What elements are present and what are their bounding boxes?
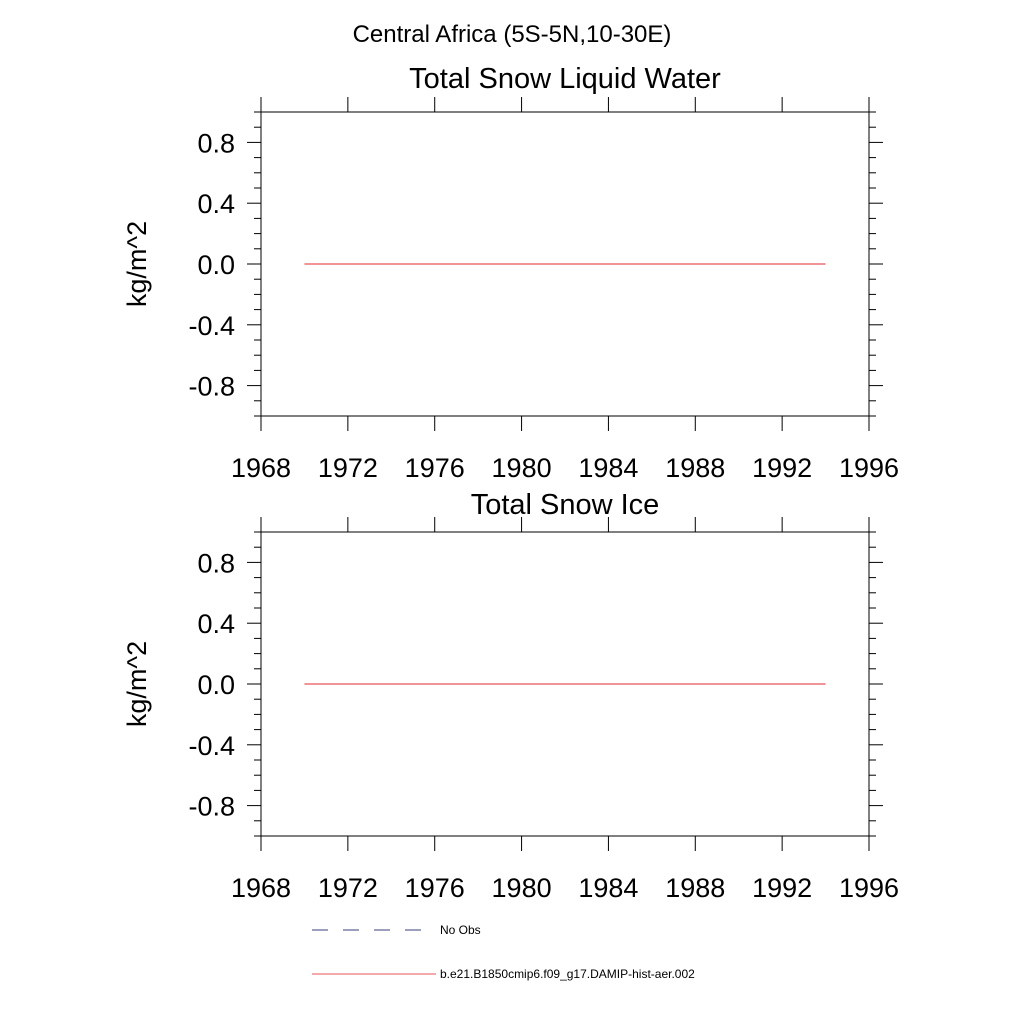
x-tick-label: 1984 <box>578 453 638 483</box>
y-tick-label: 0.0 <box>197 250 235 280</box>
x-tick-label: 1980 <box>492 453 552 483</box>
x-tick-label: 1992 <box>752 453 812 483</box>
y-axis-label: kg/m^2 <box>122 221 152 307</box>
panel-snow-liquid-water: Total Snow Liquid Water kg/m^2 1968 1972 1… <box>122 63 899 483</box>
y-tick-label: 0.4 <box>197 609 235 639</box>
y-tick-label: 0.0 <box>197 670 235 700</box>
panel-title: Total Snow Liquid Water <box>409 63 721 95</box>
y-tick-label: -0.4 <box>188 311 235 341</box>
y-tick-label: -0.8 <box>188 372 235 402</box>
legend-label-model: b.e21.B1850cmip6.f09_g17.DAMIP-hist-aer.… <box>440 967 695 981</box>
y-tick-label: -0.4 <box>188 731 235 761</box>
figure-title: Central Africa (5S-5N,10-30E) <box>353 21 672 48</box>
x-tick-label: 1996 <box>839 873 899 903</box>
x-tick-label: 1996 <box>839 453 899 483</box>
y-tick-label: 0.8 <box>197 128 235 158</box>
y-tick-label: 0.8 <box>197 548 235 578</box>
legend: No Obs b.e21.B1850cmip6.f09_g17.DAMIP-hi… <box>312 923 695 981</box>
legend-label-no-obs: No Obs <box>440 923 481 937</box>
panel-snow-ice: Total Snow Ice kg/m^2 1968 1972 1976 1980 19… <box>122 489 899 903</box>
x-tick-label: 1992 <box>752 873 812 903</box>
x-tick-label: 1988 <box>665 873 725 903</box>
x-tick-label: 1972 <box>318 873 378 903</box>
x-tick-label: 1980 <box>492 873 552 903</box>
x-tick-label: 1988 <box>665 453 725 483</box>
x-tick-label: 1976 <box>405 873 465 903</box>
panel-title: Total Snow Ice <box>471 489 660 521</box>
x-tick-label: 1968 <box>231 873 291 903</box>
x-tick-label: 1968 <box>231 453 291 483</box>
y-tick-label: -0.8 <box>188 792 235 822</box>
x-tick-label: 1972 <box>318 453 378 483</box>
y-tick-label: 0.4 <box>197 189 235 219</box>
x-tick-label: 1984 <box>578 873 638 903</box>
y-axis-label: kg/m^2 <box>122 641 152 727</box>
x-tick-label: 1976 <box>405 453 465 483</box>
